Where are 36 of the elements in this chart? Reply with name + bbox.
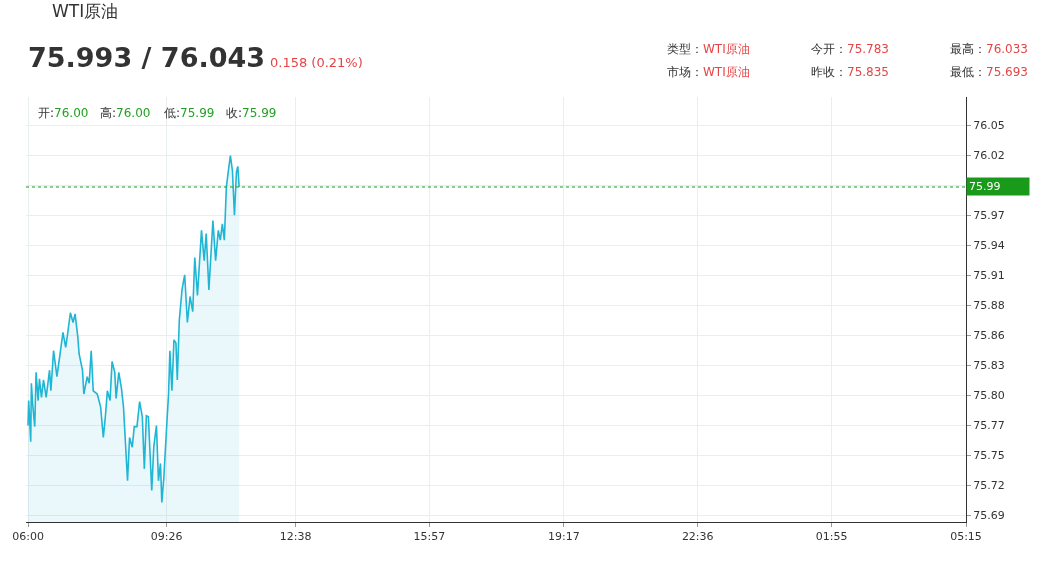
y-tick-label: 75.80	[973, 389, 1005, 403]
annotation: 开:76.00	[38, 106, 89, 120]
x-tick-label: 09:26	[150, 530, 183, 544]
text: 昨收：75.835	[811, 65, 889, 79]
y-tick-label: 75.88	[973, 299, 1005, 313]
y-tick-label: 75.94	[973, 239, 1005, 253]
x-tick-label: 15:57	[413, 530, 446, 544]
text: 类型：WTI原油	[667, 42, 750, 56]
y-tick-label: 75.91	[973, 269, 1005, 283]
y-tick-label: 75.69	[973, 509, 1005, 523]
x-tick-label: 12:38	[279, 530, 312, 544]
annotation: 高:76.00	[100, 106, 151, 120]
x-tick-label: 19:17	[548, 530, 580, 544]
y-tick-label: 76.02	[973, 149, 1005, 163]
x-tick-label: 06:00	[12, 530, 44, 544]
annotation: 收:75.99	[226, 106, 277, 120]
ref-line-label: 75.99	[969, 180, 1001, 193]
text: 最高：76.033	[950, 42, 1028, 56]
y-tick-label: 76.05	[973, 119, 1005, 133]
y-tick-label: 75.72	[973, 479, 1005, 493]
annotation: 低:75.99	[164, 106, 215, 120]
chart-subtitle: 75.993 / 76.043	[28, 42, 266, 73]
y-tick-label: 75.86	[973, 329, 1005, 343]
x-tick-label: 22:36	[681, 530, 714, 544]
text: 最低：75.693	[950, 65, 1028, 79]
text: 市场：	[667, 65, 703, 79]
chart-title: WTI原油	[703, 65, 750, 79]
y-tick-label: 75.97	[973, 209, 1005, 223]
text: 0.158 (0.21%)	[270, 55, 363, 70]
y-tick-label: 75.77	[973, 419, 1005, 433]
y-tick-label: 75.75	[973, 449, 1005, 463]
chart-title: WTI原油	[52, 1, 119, 21]
x-tick-label: 01:55	[815, 530, 848, 544]
x-tick-label: 05:15	[950, 530, 982, 544]
y-tick-label: 75.83	[973, 359, 1005, 373]
text: 今开：75.783	[811, 42, 889, 56]
